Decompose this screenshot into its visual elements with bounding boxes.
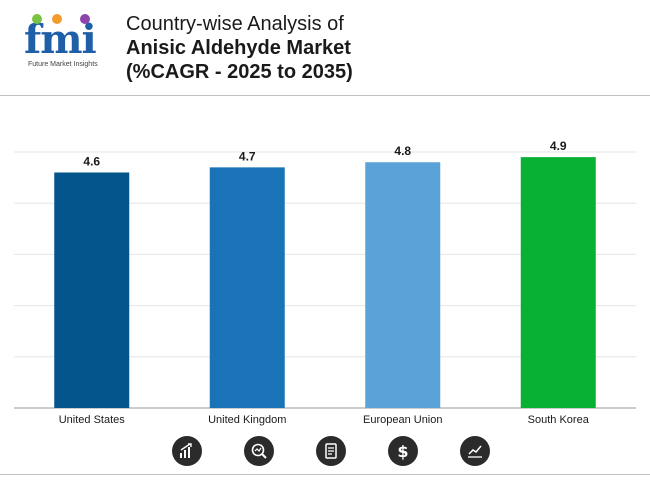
- logo-letters: fmi: [24, 16, 97, 63]
- title-line-3: (%CAGR - 2025 to 2035): [126, 61, 353, 83]
- svg-text:$: $: [397, 442, 408, 460]
- magnifier-chart-icon: [244, 436, 274, 466]
- logo-dot-orange: [52, 14, 62, 24]
- data-label: 4.7: [239, 149, 256, 163]
- x-tick-label: European Union: [363, 414, 443, 426]
- dollar-icon: $: [388, 436, 418, 466]
- header: fmi Future Market Insights Country-wise …: [0, 0, 650, 96]
- logo-dot-green: [32, 14, 42, 24]
- header-divider: [0, 95, 650, 96]
- footer-divider: [0, 474, 650, 475]
- bar-growth-icon: [172, 436, 202, 466]
- document-icon: [316, 436, 346, 466]
- data-label: 4.9: [550, 139, 567, 153]
- fmi-logo: fmi Future Market Insights: [18, 12, 110, 68]
- data-label: 4.6: [83, 154, 100, 168]
- trend-chart-icon: [460, 436, 490, 466]
- title-line-1: Country-wise Analysis of: [126, 13, 344, 35]
- logo-dot-purple: [80, 14, 90, 24]
- x-tick-label: United States: [59, 414, 126, 426]
- data-label: 4.8: [394, 144, 411, 158]
- footer-icon-row: $: [170, 436, 500, 470]
- x-tick-label: United Kingdom: [208, 414, 286, 426]
- title-line-2: Anisic Aldehyde Market: [126, 37, 351, 59]
- bar: [365, 162, 441, 408]
- bar: [54, 172, 130, 408]
- bar-chart: 4.6 United States 4.7 United Kingdom 4.8 Euro…: [14, 139, 636, 426]
- bar: [209, 167, 285, 408]
- logo-subtitle: Future Market Insights: [28, 61, 98, 68]
- bar: [520, 157, 596, 408]
- x-tick-label: South Korea: [528, 414, 590, 426]
- chart-title: Country-wise Analysis of Anisic Aldehyde…: [126, 12, 353, 84]
